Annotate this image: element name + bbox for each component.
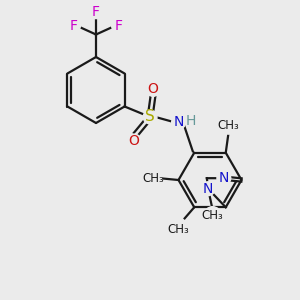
- Circle shape: [220, 117, 237, 134]
- Circle shape: [145, 170, 162, 187]
- Circle shape: [204, 207, 221, 224]
- Circle shape: [217, 171, 231, 185]
- Text: CH₃: CH₃: [143, 172, 164, 185]
- Text: N: N: [173, 116, 184, 129]
- Text: H: H: [186, 114, 196, 128]
- Text: O: O: [148, 82, 158, 96]
- Circle shape: [143, 110, 157, 124]
- Circle shape: [89, 5, 103, 19]
- Text: F: F: [115, 19, 122, 32]
- Circle shape: [146, 82, 160, 96]
- Text: F: F: [92, 5, 100, 19]
- Circle shape: [172, 116, 185, 129]
- Text: N: N: [219, 171, 229, 185]
- Text: O: O: [129, 134, 140, 148]
- Text: CH₃: CH₃: [167, 223, 189, 236]
- Circle shape: [127, 134, 141, 148]
- Circle shape: [201, 182, 215, 196]
- Text: CH₃: CH₃: [202, 208, 224, 222]
- Circle shape: [67, 19, 80, 32]
- Text: F: F: [70, 19, 77, 32]
- Circle shape: [186, 116, 196, 126]
- Text: N: N: [203, 182, 213, 196]
- Circle shape: [112, 19, 125, 32]
- Circle shape: [169, 221, 186, 238]
- Text: CH₃: CH₃: [218, 119, 240, 132]
- Text: S: S: [145, 110, 155, 124]
